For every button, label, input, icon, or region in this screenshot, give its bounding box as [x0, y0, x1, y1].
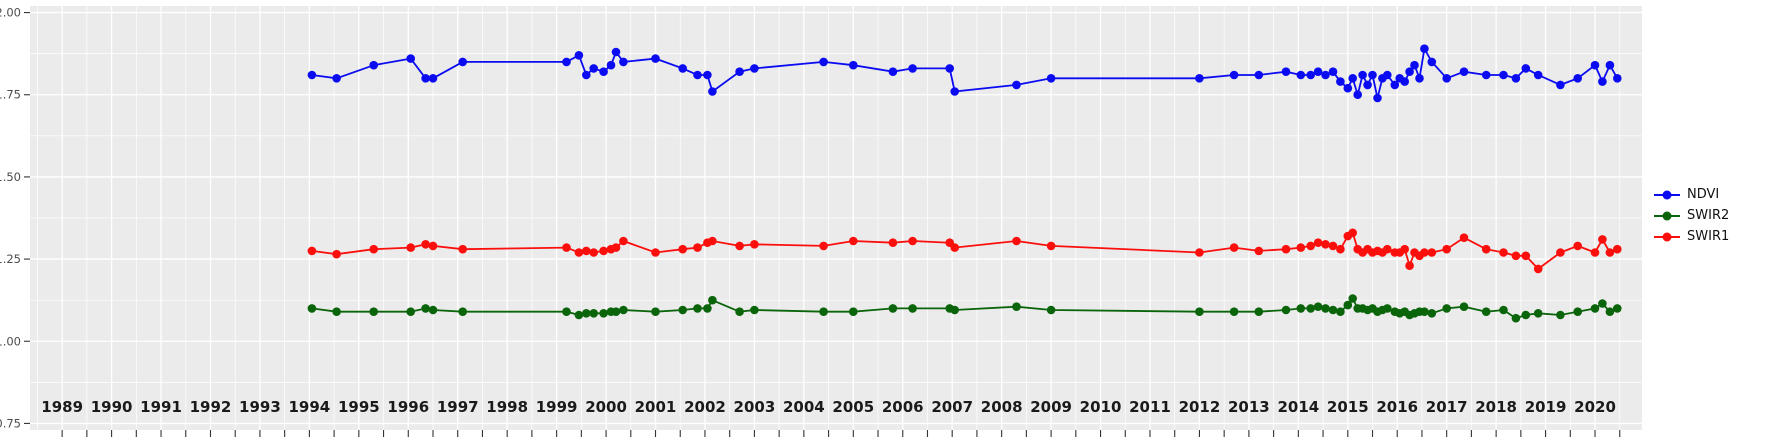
x-tick-label: 1996 [387, 398, 429, 416]
x-tick-label: 2007 [931, 398, 973, 416]
x-tick-label: 2001 [635, 398, 677, 416]
legend-item-swir2: SWIR2 [1652, 209, 1729, 223]
legend-label-swir1: SWIR1 [1687, 229, 1730, 244]
x-tick-label: 2009 [1030, 398, 1072, 416]
legend-key-swir1-icon [1654, 232, 1680, 242]
y-tick-label: 1.75 [0, 88, 21, 102]
x-tick-label: 2005 [832, 398, 874, 416]
axis-ticks [24, 12, 1621, 437]
x-tick-label: 1993 [239, 398, 281, 416]
x-axis-labels: 1989 1990 1991 1992 1993 1994 1995 1996 1997 1998… [41, 398, 1616, 416]
series-line-ndvi [311, 46, 1619, 99]
x-tick-label: 2014 [1277, 398, 1319, 416]
x-tick-label: 1991 [140, 398, 182, 416]
legend-label-swir2: SWIR2 [1687, 208, 1730, 223]
legend-key-swir2-icon [1654, 211, 1680, 221]
x-tick-label: 2016 [1376, 398, 1418, 416]
x-tick-label: 2012 [1179, 398, 1221, 416]
x-tick-label: 1994 [289, 398, 331, 416]
x-tick-label: 2003 [734, 398, 776, 416]
x-tick-label: 1997 [437, 398, 479, 416]
x-tick-label: 2019 [1525, 398, 1567, 416]
x-tick-label: 2008 [981, 398, 1023, 416]
x-tick-label: 2006 [882, 398, 924, 416]
x-tick-label: 2004 [783, 398, 825, 416]
y-tick-label: 1.50 [0, 170, 21, 184]
y-tick-label: 0.75 [0, 416, 21, 430]
legend-key-ndvi-icon [1654, 190, 1680, 200]
legend-item-ndvi: NDVI [1652, 188, 1729, 202]
x-tick-label: 2015 [1327, 398, 1369, 416]
x-tick-label: 2011 [1129, 398, 1171, 416]
x-tick-label: 1998 [486, 398, 528, 416]
series-swir2 [307, 294, 1622, 323]
x-tick-label: 1990 [91, 398, 133, 416]
x-tick-label: 1989 [41, 398, 83, 416]
y-tick-label: 2.00 [0, 6, 21, 20]
x-tick-label: 1992 [190, 398, 232, 416]
x-tick-label: 2017 [1426, 398, 1468, 416]
series-ndvi [307, 44, 1622, 103]
x-tick-label: 2010 [1080, 398, 1122, 416]
x-tick-label: 2002 [684, 398, 726, 416]
x-tick-label: 2013 [1228, 398, 1270, 416]
y-tick-label: 1.25 [0, 252, 21, 266]
x-tick-label: 1999 [536, 398, 578, 416]
legend: NDVI SWIR2 SWIR1 [1652, 188, 1729, 244]
x-tick-label: 2020 [1574, 398, 1616, 416]
legend-item-swir1: SWIR1 [1652, 230, 1729, 244]
y-axis-labels: 0.75 1.00 1.25 1.50 1.75 2.00 [0, 6, 21, 431]
series-swir1 [307, 228, 1622, 274]
grid-major [30, 6, 1642, 430]
y-tick-label: 1.00 [0, 334, 21, 348]
x-tick-label: 2000 [585, 398, 627, 416]
x-tick-label: 1995 [338, 398, 380, 416]
x-tick-label: 2018 [1475, 398, 1517, 416]
legend-label-ndvi: NDVI [1687, 187, 1720, 202]
